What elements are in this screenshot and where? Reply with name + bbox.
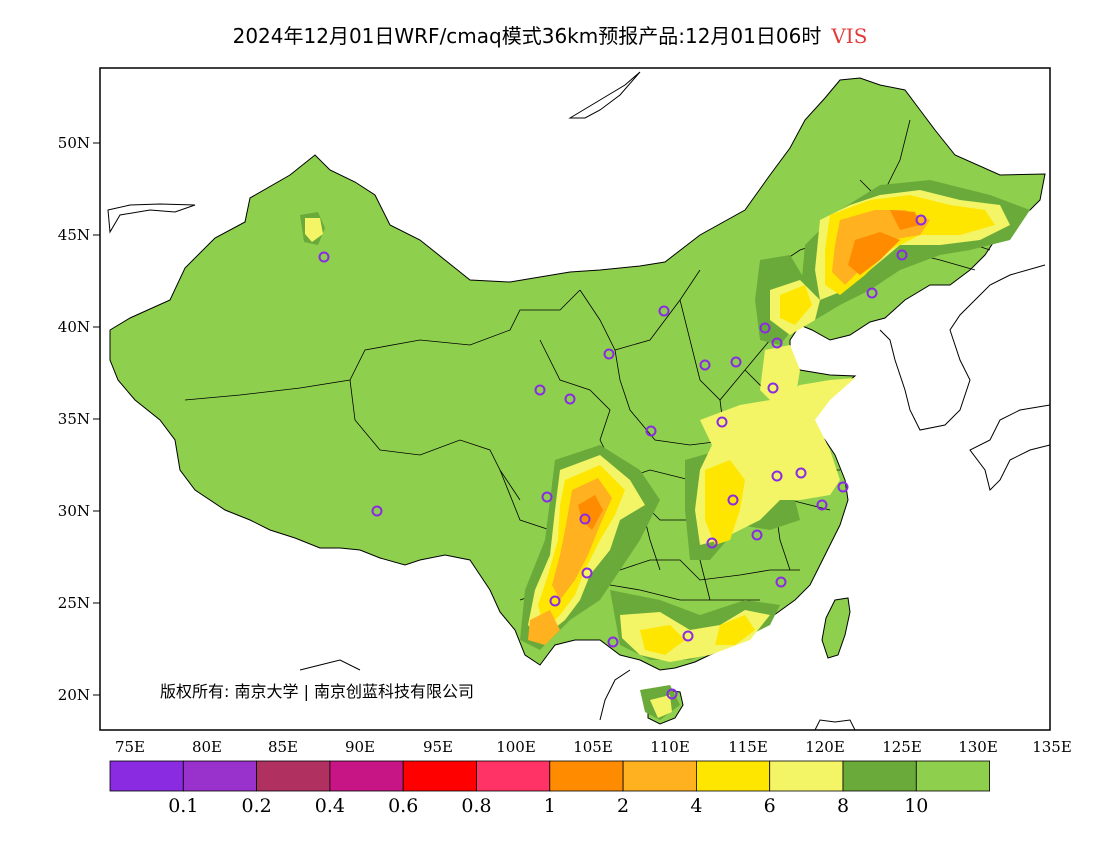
station-marker: [837, 481, 849, 493]
station-marker: [603, 348, 615, 360]
station-marker: [795, 467, 807, 479]
lon-label: 110E: [650, 738, 690, 756]
lat-label: 50N: [58, 134, 90, 152]
station-marker: [699, 359, 711, 371]
station-marker: [727, 494, 739, 506]
lon-label: 125E: [882, 738, 922, 756]
lon-label: 85E: [268, 738, 298, 756]
legend-swatch: [915, 760, 990, 792]
legend-label: 6: [764, 795, 776, 817]
station-marker: [751, 529, 763, 541]
legend-swatch: [329, 760, 404, 792]
legend-label: 0.4: [315, 795, 345, 817]
title-main: 2024年12月01日WRF/cmaq模式36km预报产品:12月01日06时: [232, 24, 822, 48]
legend-swatch: [402, 760, 477, 792]
legend-label: 4: [690, 795, 702, 817]
map-title: 2024年12月01日WRF/cmaq模式36km预报产品:12月01日06时 V…: [0, 20, 1100, 49]
lon-label: 120E: [805, 738, 845, 756]
lon-label: 135E: [1032, 738, 1072, 756]
station-marker: [730, 356, 742, 368]
station-marker: [682, 630, 694, 642]
vis-fields: [300, 180, 1030, 720]
station-marker: [915, 214, 927, 226]
station-marker: [771, 337, 783, 349]
station-marker: [816, 499, 828, 511]
station-marker: [318, 251, 330, 263]
coastlines: [107, 71, 1050, 730]
station-marker: [706, 537, 718, 549]
legend-label: 8: [837, 795, 849, 817]
lon-label: 100E: [496, 738, 536, 756]
lon-label: 90E: [345, 738, 375, 756]
legend-swatch: [256, 760, 331, 792]
legend-swatch: [622, 760, 697, 792]
longitude-axis: 75E 80E 85E 90E 95E 100E 105E 110E 115E …: [115, 738, 1072, 756]
lon-label: 95E: [423, 738, 453, 756]
lon-label: 75E: [115, 738, 145, 756]
lat-label: 30N: [58, 502, 90, 520]
lat-label: 45N: [58, 226, 90, 244]
station-marker: [866, 287, 878, 299]
legend-swatch: [182, 760, 258, 792]
latitude-axis: 50N 45N 40N 35N 30N 25N 20N: [58, 134, 100, 704]
station-marker: [666, 688, 678, 700]
station-marker: [759, 322, 771, 334]
lat-label: 20N: [58, 686, 90, 704]
lon-label: 115E: [728, 738, 768, 756]
lon-label: 105E: [573, 738, 613, 756]
station-marker: [896, 249, 908, 261]
station-marker: [371, 505, 383, 517]
station-markers: [318, 214, 927, 700]
station-marker: [549, 595, 561, 607]
legend-swatch: [842, 760, 917, 792]
legend-label: 0.6: [388, 795, 418, 817]
legend-swatch: [769, 760, 844, 792]
legend-swatch: [109, 760, 184, 792]
station-marker: [771, 470, 783, 482]
station-marker: [645, 425, 657, 437]
lat-label: 35N: [58, 410, 90, 428]
color-legend: 0.1 0.2 0.4 0.6 0.8 1 2 4 6 8 10: [109, 760, 990, 817]
legend-label: 10: [904, 795, 928, 817]
map-content: [107, 71, 1050, 730]
legend-label: 0.1: [168, 795, 198, 817]
legend-label: 0.2: [241, 795, 271, 817]
legend-label: 1: [544, 795, 556, 817]
lat-label: 25N: [58, 594, 90, 612]
taiwan-island: [821, 597, 851, 659]
lat-label: 40N: [58, 318, 90, 336]
station-marker: [564, 393, 576, 405]
legend-label: 2: [617, 795, 629, 817]
station-marker: [775, 576, 787, 588]
legend-swatch: [549, 760, 624, 792]
station-marker: [658, 305, 670, 317]
title-variable: VIS: [831, 24, 868, 48]
lon-label: 130E: [958, 738, 998, 756]
station-marker: [579, 513, 591, 525]
legend-label: 0.8: [461, 795, 491, 817]
legend-swatch: [476, 760, 551, 792]
station-marker: [716, 416, 728, 428]
station-marker: [541, 491, 553, 503]
station-marker: [534, 384, 546, 396]
station-marker: [607, 636, 619, 648]
legend-swatch: [696, 760, 771, 792]
copyright-text: 版权所有: 南京大学 | 南京创蓝科技有限公司: [160, 682, 474, 701]
lon-label: 80E: [192, 738, 222, 756]
station-marker: [767, 382, 779, 394]
station-marker: [581, 567, 593, 579]
